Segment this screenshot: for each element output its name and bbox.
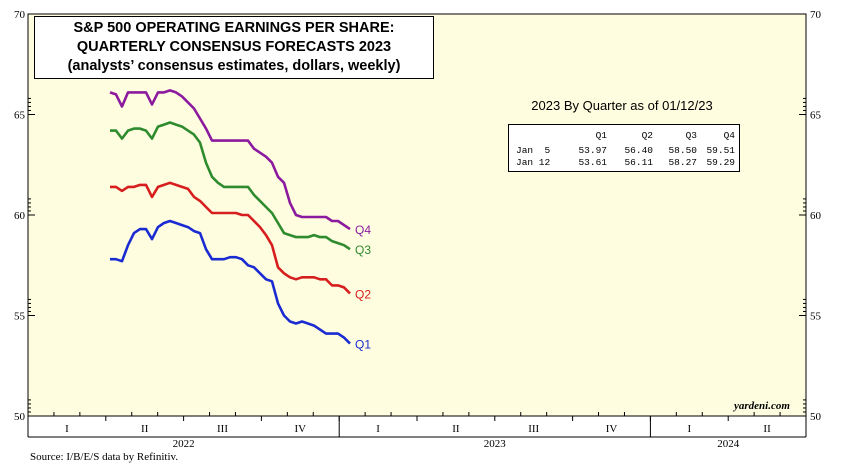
x-quarter-label: I <box>687 423 691 435</box>
table-row: Jan 5 53.97 56.40 58.50 59.51 <box>509 145 739 157</box>
x-quarter-label: II <box>763 423 771 435</box>
chart-title-line-2: QUARTERLY CONSENSUS FORECASTS 2023 <box>76 39 392 55</box>
x-quarter-label: IV <box>606 423 618 435</box>
series-line-q1 <box>110 219 351 345</box>
table-cell: 58.50 <box>668 145 697 156</box>
table-row-label: Jan 12 <box>516 157 551 168</box>
x-year-label: 2023 <box>484 438 507 450</box>
table-row-label: Jan 5 <box>516 145 551 156</box>
series-label-q4: Q4 <box>355 223 371 237</box>
x-quarter-label: I <box>65 423 69 435</box>
x-year-label: 2022 <box>173 438 195 450</box>
y-tick-label-right: 55 <box>810 311 822 323</box>
series-end-labels: Q4 Q3 Q2 Q1 <box>355 223 371 352</box>
y-tick-label-right: 65 <box>810 110 822 122</box>
y-tick-label-right: 70 <box>810 9 822 21</box>
table-cell: 59.29 <box>706 157 735 168</box>
table-cell: 53.97 <box>578 145 607 156</box>
table-header-q2: Q2 <box>641 130 653 141</box>
x-quarter-label: IV <box>294 423 306 435</box>
series-label-q3: Q3 <box>355 243 371 257</box>
series-label-q1: Q1 <box>355 338 371 352</box>
brand-watermark: yardeni.com <box>734 400 790 412</box>
x-quarter-label: III <box>528 423 539 435</box>
table-title: 2023 By Quarter as of 01/12/23 <box>531 98 713 113</box>
y-tick-label-right: 60 <box>810 210 822 222</box>
table-cell: 56.40 <box>624 145 653 156</box>
y-tick-label-left: 60 <box>14 210 26 222</box>
estimates-table: Q1 Q2 Q3 Q4 Jan 5 53.97 56.40 58.50 59.5… <box>508 124 740 172</box>
table-header-q4: Q4 <box>723 130 735 141</box>
y-tick-label-left: 55 <box>14 311 26 323</box>
table-cell: 58.27 <box>668 157 697 168</box>
series-line-q3 <box>110 121 351 251</box>
table-cell: 59.51 <box>706 145 735 156</box>
series-line-q4 <box>109 89 351 231</box>
source-note: Source: I/B/E/S data by Refinitiv. <box>30 451 179 463</box>
series-line-q2 <box>110 181 351 295</box>
chart-title-box: S&P 500 OPERATING EARNINGS PER SHARE: QU… <box>34 16 434 79</box>
y-tick-label-left: 70 <box>14 9 26 21</box>
y-tick-label-left: 50 <box>14 411 26 423</box>
plot-background <box>27 13 807 417</box>
chart-title-line-1: S&P 500 OPERATING EARNINGS PER SHARE: <box>73 20 395 36</box>
table-header-q3: Q3 <box>685 130 697 141</box>
table-cell: 53.61 <box>578 157 607 168</box>
series-label-q2: Q2 <box>355 287 371 301</box>
x-quarter-label: II <box>452 423 460 435</box>
x-quarter-label: III <box>217 423 228 435</box>
y-tick-label-left: 65 <box>14 110 26 122</box>
x-quarter-label: II <box>141 423 149 435</box>
series-lines <box>109 89 351 345</box>
y-tick-label-right: 50 <box>810 411 822 423</box>
table-header-row: Q1 Q2 Q3 Q4 <box>509 130 739 142</box>
table-row: Jan 12 53.61 56.11 58.27 59.29 <box>509 157 739 169</box>
table-header-q1: Q1 <box>595 130 607 141</box>
x-year-label: 2024 <box>717 438 740 450</box>
chart-subtitle: (analysts’ consensus estimates, dollars,… <box>67 58 401 74</box>
y-axis-ticks: 50 50 55 55 60 60 65 65 70 70 <box>14 9 822 423</box>
table-cell: 56.11 <box>624 157 653 168</box>
x-quarter-label: I <box>376 423 380 435</box>
